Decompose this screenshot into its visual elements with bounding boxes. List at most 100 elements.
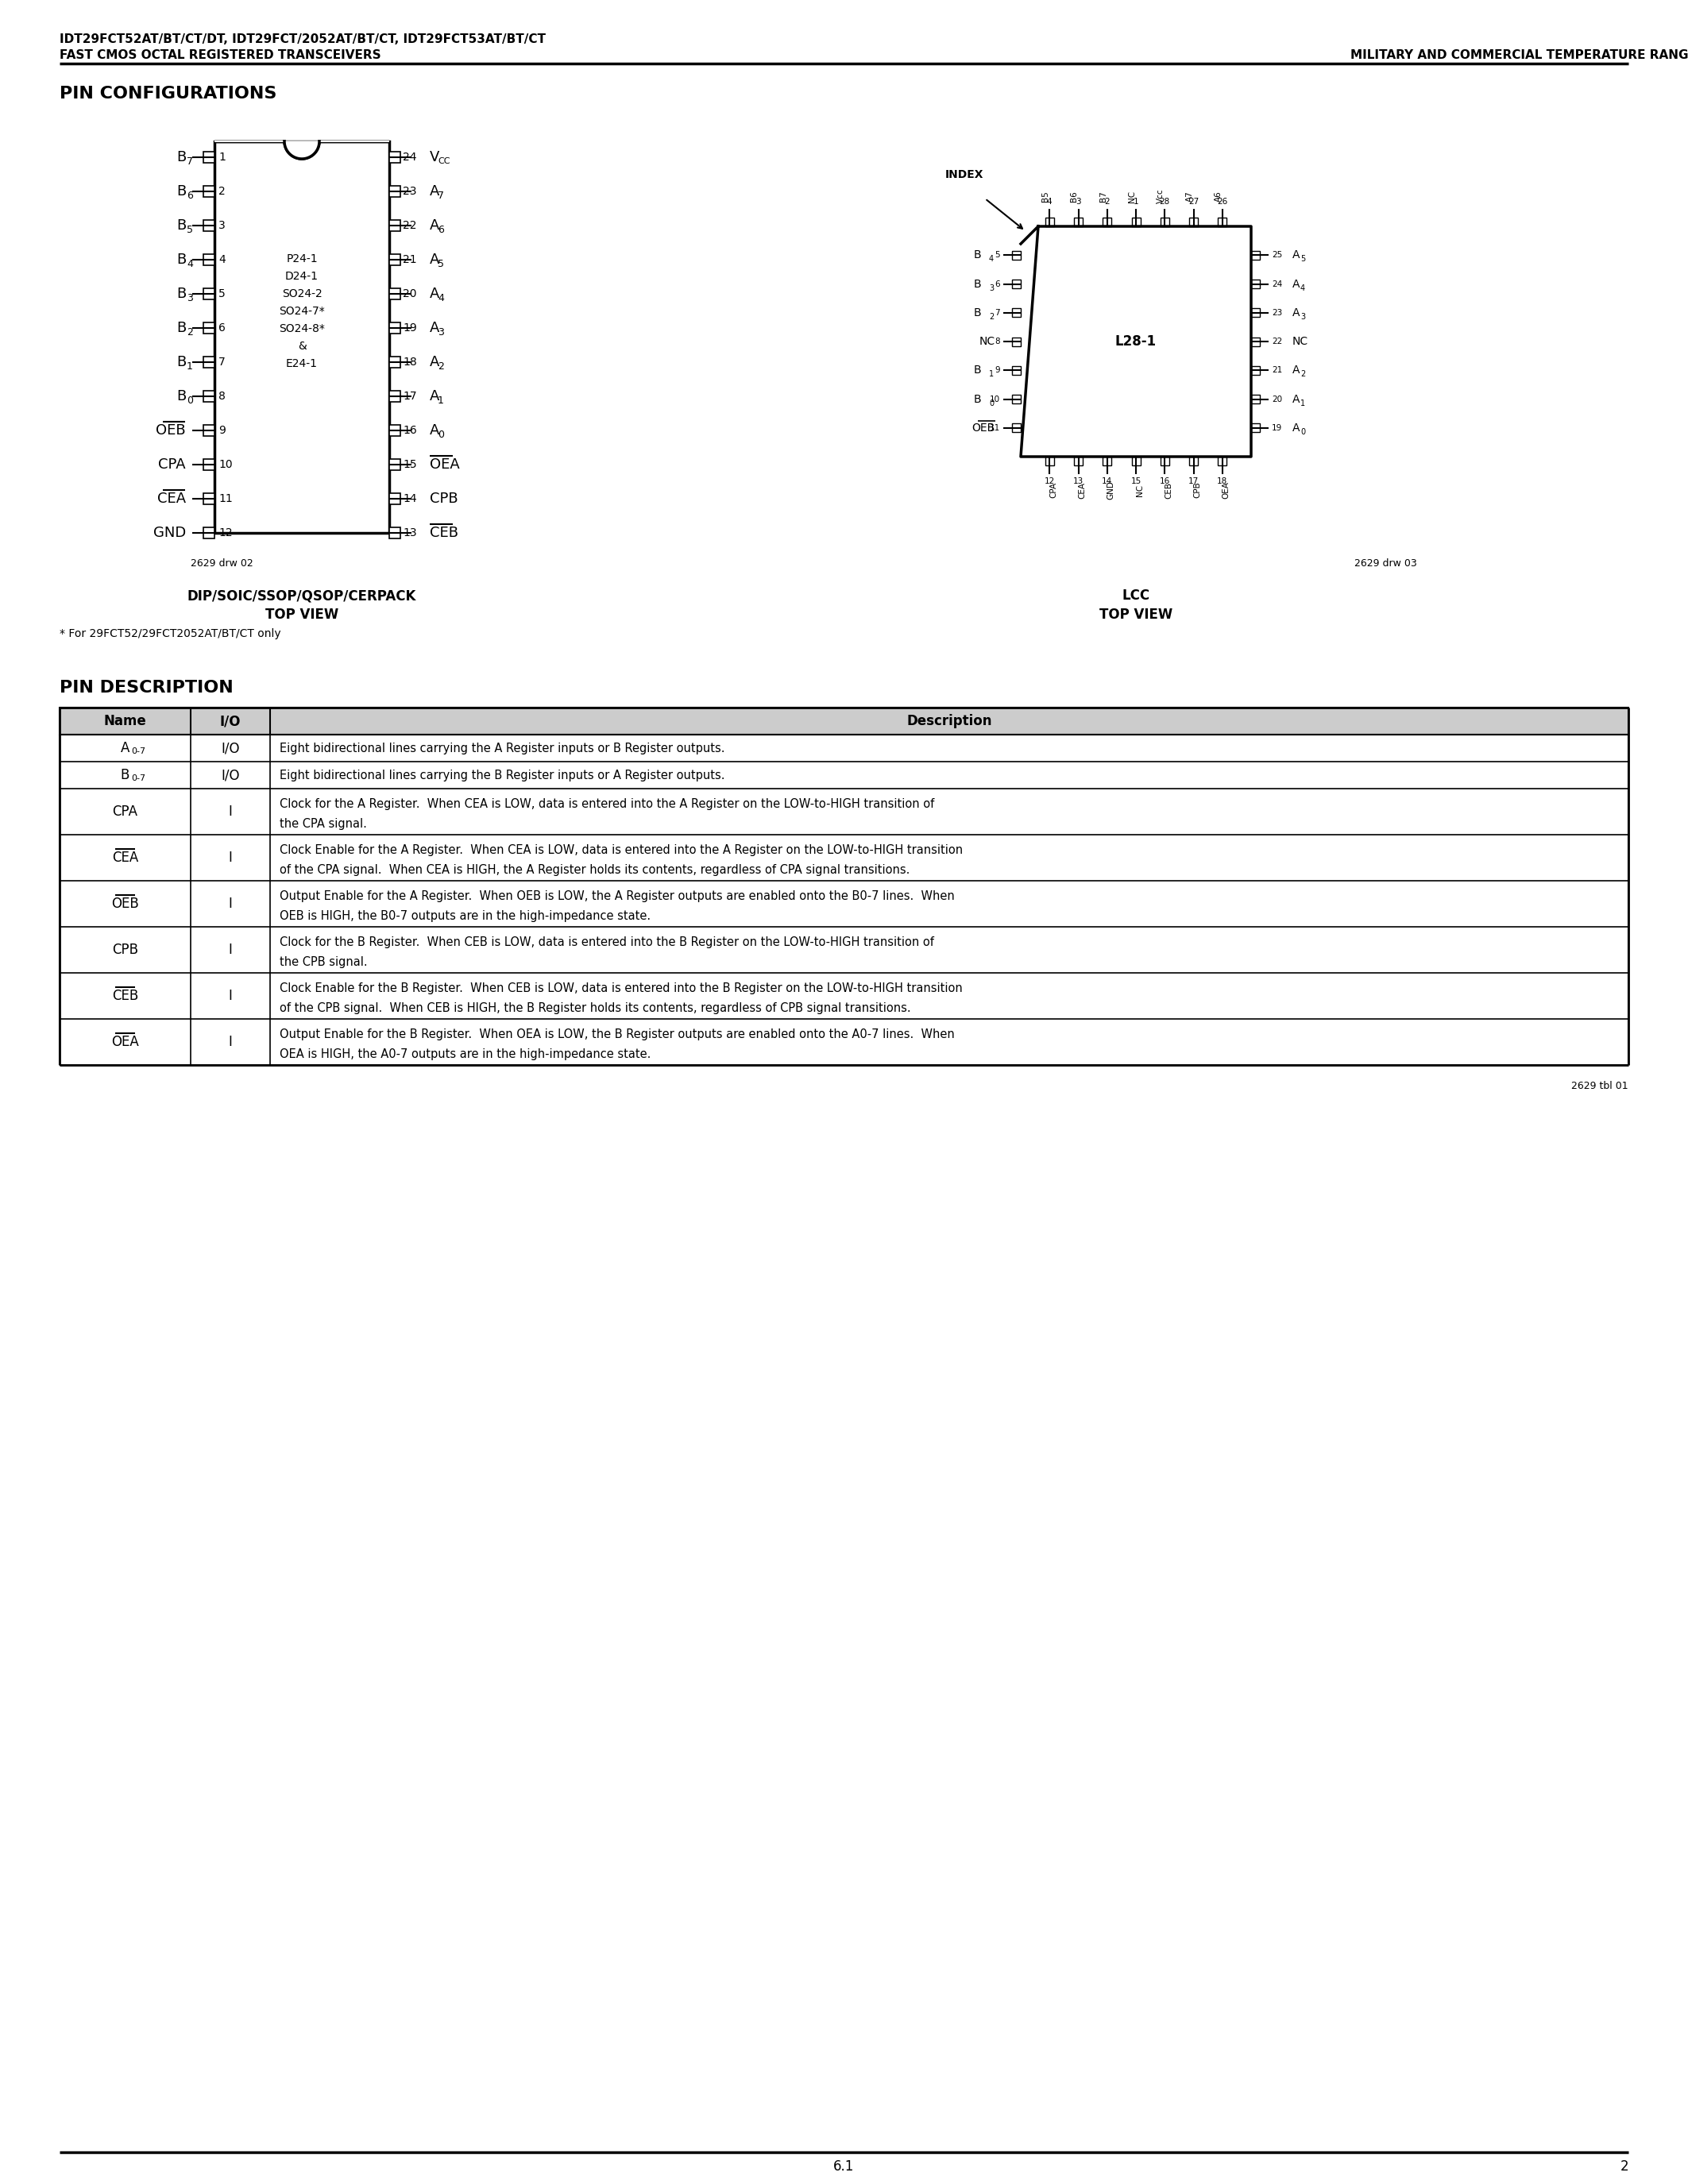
- Text: Vcc: Vcc: [1156, 188, 1165, 203]
- Bar: [390, 459, 400, 470]
- Text: Clock Enable for the A Register.  When CEA is LOW, data is entered into the A Re: Clock Enable for the A Register. When CE…: [280, 845, 962, 856]
- Bar: [390, 494, 400, 505]
- Bar: [1251, 308, 1259, 317]
- Bar: [1251, 367, 1259, 376]
- Text: 18: 18: [403, 356, 417, 367]
- Bar: [59, 762, 1629, 788]
- Text: A: A: [430, 253, 439, 266]
- Text: 4: 4: [437, 293, 444, 304]
- Text: TOP VIEW: TOP VIEW: [1099, 607, 1173, 622]
- Text: I: I: [228, 804, 233, 819]
- Bar: [1131, 218, 1141, 227]
- Text: 0: 0: [989, 400, 994, 406]
- Bar: [1251, 251, 1259, 260]
- Text: CEB: CEB: [1165, 483, 1173, 498]
- Text: 2: 2: [187, 328, 192, 336]
- Text: FAST CMOS OCTAL REGISTERED TRANSCEIVERS: FAST CMOS OCTAL REGISTERED TRANSCEIVERS: [59, 50, 381, 61]
- Text: 15: 15: [403, 459, 417, 470]
- Bar: [1013, 280, 1021, 288]
- Text: 0: 0: [187, 395, 192, 406]
- Text: 13: 13: [1074, 478, 1084, 485]
- Bar: [390, 426, 400, 437]
- Text: PIN DESCRIPTION: PIN DESCRIPTION: [59, 679, 233, 697]
- Text: A: A: [1293, 422, 1300, 432]
- Bar: [1160, 456, 1170, 465]
- Text: CPA: CPA: [113, 804, 138, 819]
- Text: B: B: [120, 769, 130, 782]
- Text: OEA is HIGH, the A0-7 outputs are in the high-impedance state.: OEA is HIGH, the A0-7 outputs are in the…: [280, 1048, 652, 1061]
- Text: NC: NC: [1293, 336, 1308, 347]
- Text: 20: 20: [403, 288, 417, 299]
- Text: B: B: [974, 308, 981, 319]
- Text: 18: 18: [1217, 478, 1227, 485]
- Text: DIP/SOIC/SSOP/QSOP/CERPACK: DIP/SOIC/SSOP/QSOP/CERPACK: [187, 587, 417, 603]
- Text: 24: 24: [1271, 280, 1283, 288]
- Text: 1: 1: [187, 360, 192, 371]
- Text: 8: 8: [218, 391, 226, 402]
- Text: 26: 26: [1217, 199, 1227, 205]
- Text: LCC: LCC: [1123, 587, 1150, 603]
- Text: Eight bidirectional lines carrying the B Register inputs or A Register outputs.: Eight bidirectional lines carrying the B…: [280, 769, 724, 782]
- Text: Name: Name: [103, 714, 147, 727]
- Text: 2: 2: [1104, 199, 1109, 205]
- Bar: [1251, 336, 1259, 345]
- Text: A: A: [430, 321, 439, 334]
- Text: 4: 4: [1300, 284, 1305, 293]
- Text: A: A: [430, 183, 439, 199]
- Bar: [1102, 456, 1111, 465]
- Bar: [203, 253, 214, 264]
- Bar: [59, 834, 1629, 880]
- Text: 6: 6: [218, 323, 226, 334]
- Text: 0: 0: [437, 430, 444, 439]
- Text: NC: NC: [1136, 485, 1144, 496]
- Text: I/O: I/O: [219, 714, 241, 727]
- Text: A: A: [1293, 277, 1300, 290]
- Text: I: I: [228, 898, 233, 911]
- Bar: [1251, 424, 1259, 432]
- Text: 5: 5: [218, 288, 226, 299]
- Bar: [390, 186, 400, 197]
- Text: 4: 4: [989, 256, 994, 262]
- Text: of the CPA signal.  When CEA is HIGH, the A Register holds its contents, regardl: of the CPA signal. When CEA is HIGH, the…: [280, 865, 910, 876]
- Text: the CPA signal.: the CPA signal.: [280, 819, 366, 830]
- Text: V: V: [430, 151, 439, 164]
- Text: GND: GND: [154, 526, 186, 539]
- Text: NC: NC: [979, 336, 996, 347]
- Text: A: A: [1293, 365, 1300, 376]
- Text: 1: 1: [1133, 199, 1138, 205]
- Text: 2: 2: [1300, 371, 1305, 378]
- Text: B5: B5: [1041, 190, 1050, 201]
- Text: A6: A6: [1214, 190, 1222, 201]
- Text: B: B: [176, 218, 186, 234]
- Bar: [203, 356, 214, 367]
- Text: B: B: [176, 253, 186, 266]
- Text: 3: 3: [218, 221, 226, 232]
- Bar: [203, 221, 214, 232]
- Text: 15: 15: [1131, 478, 1141, 485]
- Bar: [59, 972, 1629, 1020]
- Text: CPA: CPA: [1050, 483, 1057, 498]
- Text: E24-1: E24-1: [285, 358, 317, 369]
- Text: CEB: CEB: [430, 526, 459, 539]
- Text: 19: 19: [1271, 424, 1283, 432]
- Bar: [59, 1020, 1629, 1066]
- Text: CEB: CEB: [111, 989, 138, 1002]
- Text: OEB: OEB: [155, 424, 186, 437]
- Text: 2629 tbl 01: 2629 tbl 01: [1572, 1081, 1629, 1092]
- Bar: [203, 526, 214, 539]
- Bar: [1013, 395, 1021, 404]
- Bar: [1251, 395, 1259, 404]
- Bar: [390, 526, 400, 539]
- Text: 5: 5: [994, 251, 999, 260]
- Text: 12: 12: [218, 526, 233, 539]
- Bar: [1074, 456, 1082, 465]
- Text: 20: 20: [1271, 395, 1283, 404]
- Bar: [1013, 336, 1021, 345]
- Text: 17: 17: [1188, 478, 1198, 485]
- Bar: [1131, 456, 1141, 465]
- Text: 23: 23: [1271, 308, 1283, 317]
- Bar: [390, 288, 400, 299]
- Text: 10: 10: [218, 459, 233, 470]
- Text: 6.1: 6.1: [834, 2160, 854, 2173]
- Text: B: B: [176, 321, 186, 334]
